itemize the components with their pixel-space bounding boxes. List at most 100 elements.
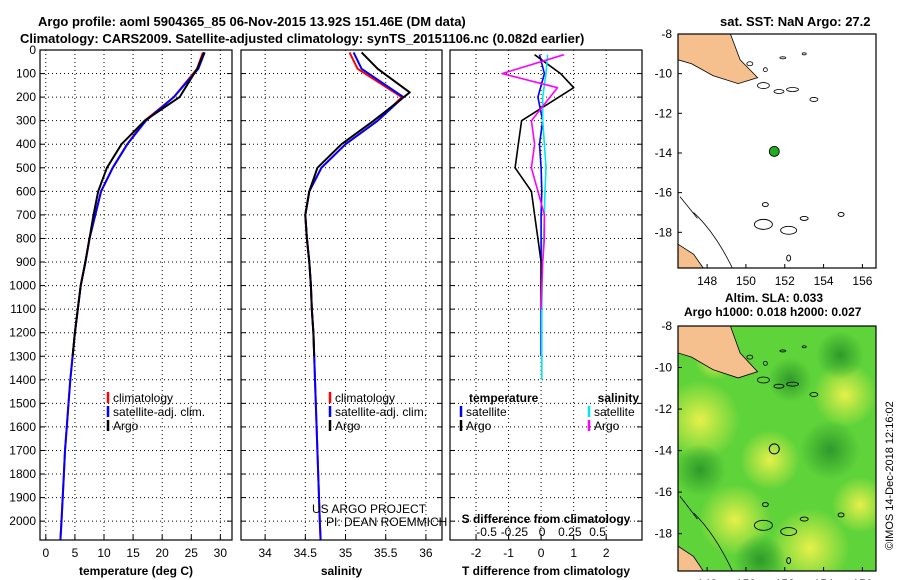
top-x-tick-label: 0	[539, 525, 546, 539]
x-tick-label: 1	[570, 546, 577, 560]
legend-label: satellite-adj. clim.	[335, 405, 427, 419]
map-y-tick-label: -18	[655, 527, 673, 541]
legend-label: Argo	[594, 419, 620, 433]
map-y-tick-label: -14	[655, 146, 673, 160]
reef-line	[679, 196, 698, 219]
land-australia	[678, 243, 704, 268]
credit-annotation: PI: DEAN ROEMMICH	[326, 515, 447, 529]
x-tick-label: 35.5	[374, 546, 398, 560]
reef-line	[693, 512, 733, 571]
map-y-tick-label: -12	[655, 106, 673, 120]
legend-label: climatology	[113, 391, 173, 405]
reef-outline	[761, 502, 769, 508]
sla-blob	[813, 363, 876, 427]
x-tick-label: 25	[185, 546, 199, 560]
island-outline	[809, 392, 819, 397]
x-tick-label: -2	[471, 546, 482, 560]
x-tick-label: 35	[339, 546, 353, 560]
island-outline	[773, 383, 785, 389]
series-line-s-argo	[501, 53, 565, 310]
reef-outline	[799, 516, 809, 522]
top-x-tick-label: -0.25	[501, 525, 529, 539]
y-tick-label: 800	[16, 231, 36, 245]
legend-label: Argo	[466, 419, 492, 433]
sst-field	[678, 34, 845, 268]
imos-credit: ©IMOS 14-Dec-2018 12:16:02	[884, 401, 896, 550]
map-y-tick-label: -8	[661, 319, 672, 333]
series-line-argo	[71, 52, 206, 357]
top-x-axis-label: S difference from climatology	[462, 512, 631, 526]
reef-outline	[786, 557, 792, 565]
y-tick-label: 1000	[9, 279, 36, 293]
y-tick-label: 1900	[9, 491, 36, 505]
argo-position-marker	[768, 145, 780, 157]
sla-blob	[816, 331, 864, 379]
island-outline	[779, 349, 787, 353]
legend-label: satellite	[466, 405, 507, 419]
island-outline	[801, 345, 807, 349]
legend-label: Argo	[113, 419, 139, 433]
y-tick-label: 600	[16, 184, 36, 198]
land-new-guinea	[678, 326, 759, 379]
sla-blob	[800, 420, 860, 480]
x-tick-label: 34	[258, 546, 272, 560]
sla-field	[678, 326, 876, 571]
x-tick-label: 5	[72, 546, 79, 560]
reef-outline	[761, 202, 769, 207]
sla-map-title-2: Argo h1000: 0.018 h2000: 0.027	[684, 305, 862, 319]
land-australia	[678, 545, 704, 571]
sla-blob	[740, 430, 800, 490]
top-x-tick-label: 0.5	[589, 525, 606, 539]
plot-frame	[39, 49, 233, 541]
map-x-tick-label: 154	[814, 577, 834, 580]
y-tick-label: 1800	[9, 467, 36, 481]
series-line-satellite-adj--clim-	[59, 52, 206, 541]
map-x-tick-label: 148	[697, 274, 717, 288]
legend-label: satellite	[594, 405, 635, 419]
island-outline	[746, 354, 754, 360]
island-outline	[786, 87, 799, 92]
y-tick-label: 200	[16, 90, 36, 104]
credit-annotation: US ARGO PROJECT	[312, 502, 427, 516]
island-outline	[809, 97, 819, 102]
y-tick-label: 1400	[9, 373, 36, 387]
sla-map-panel: 148 150 152 154 156 -8 -10 -12 -14 -16 -18	[655, 319, 877, 580]
legend-label: Argo	[335, 419, 361, 433]
y-tick-label: 0	[29, 43, 36, 57]
island-outline	[762, 67, 768, 73]
map-y-tick-label: -14	[655, 444, 673, 458]
x-tick-label: 30	[214, 546, 228, 560]
x-axis-label: temperature (deg C)	[79, 564, 193, 578]
sla-blob	[678, 444, 726, 496]
map-x-tick-label: 156	[852, 577, 872, 580]
x-tick-label: 20	[156, 546, 170, 560]
reef-outline	[753, 519, 773, 531]
difference-profile-panel: -2 -1 0 1 2 -0.5 -0.25 0 0.25 0.5S difference fro…	[449, 49, 643, 578]
temperature-profile-panel: 0100200300400500600700800900100011001200…	[9, 43, 233, 578]
series-line-climatology	[59, 52, 204, 541]
x-tick-label: 34.5	[294, 546, 318, 560]
map-x-tick-label: 154	[814, 274, 834, 288]
map-x-tick-label: 150	[736, 577, 756, 580]
y-tick-label: 1600	[9, 420, 36, 434]
island-outline	[801, 52, 807, 56]
map-x-tick-label: 156	[852, 274, 872, 288]
map-x-tick-label: 148	[697, 577, 717, 580]
reef-line	[693, 212, 733, 268]
y-tick-label: 1500	[9, 396, 36, 410]
top-x-tick-label: 0.25	[558, 525, 582, 539]
y-tick-label: 300	[16, 114, 36, 128]
y-tick-label: 700	[16, 208, 36, 222]
plot-frame	[240, 49, 443, 541]
reef-outline	[780, 527, 798, 537]
sla-map-title-1: Altim. SLA: 0.033	[725, 291, 823, 305]
island-outline	[779, 56, 787, 60]
map-y-tick-label: -16	[655, 485, 673, 499]
top-x-tick-label: -0.5	[476, 525, 497, 539]
y-tick-label: 2000	[9, 514, 36, 528]
x-tick-label: 2	[603, 546, 610, 560]
island-outline	[773, 89, 785, 94]
reef-line	[679, 496, 698, 520]
reef-outline	[786, 254, 792, 262]
